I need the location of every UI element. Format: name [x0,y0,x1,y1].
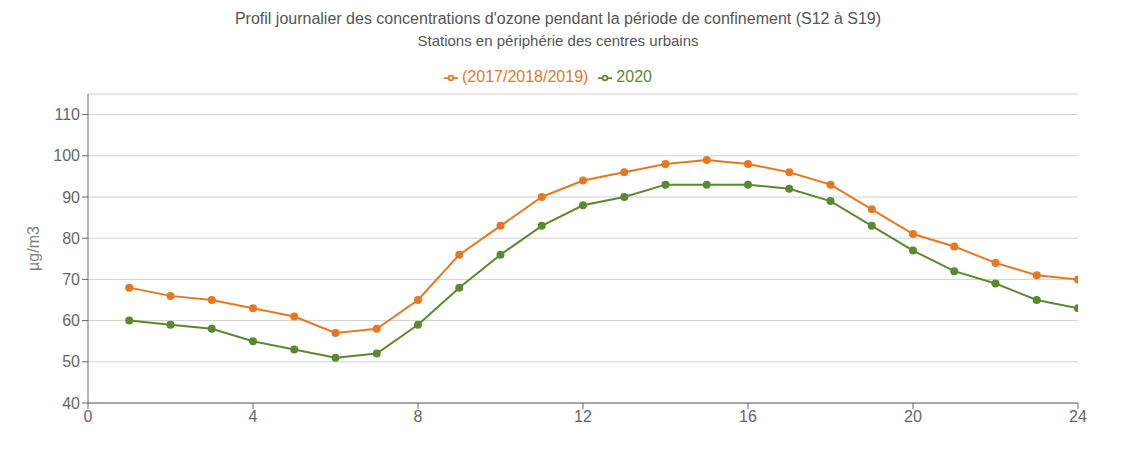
svg-text:90: 90 [62,189,80,206]
svg-text:16: 16 [739,408,757,425]
svg-text:µg/m3: µg/m3 [25,226,42,271]
html-text:Stations en périphérie des cen: Stations en périphérie des centres urbai… [417,32,699,49]
html-text:2020: 2020 [616,68,652,85]
svg-text:12: 12 [574,408,592,425]
svg-text:20: 20 [904,408,922,425]
html-text:Profil journalier des concentr: Profil journalier des concentrations d'o… [234,10,882,27]
svg-text:40: 40 [62,395,80,412]
svg-text:100: 100 [53,147,80,164]
svg-text:60: 60 [62,312,80,329]
html-text:(2017/2018/2019): (2017/2018/2019) [462,68,589,85]
svg-text:70: 70 [62,271,80,288]
svg-text:110: 110 [54,106,80,123]
svg-text:8: 8 [414,408,423,425]
svg-text:50: 50 [62,353,80,370]
svg-text:80: 80 [62,230,80,247]
svg-text:24: 24 [1069,408,1087,425]
svg-text:0: 0 [84,408,93,425]
svg-text:4: 4 [249,408,258,425]
